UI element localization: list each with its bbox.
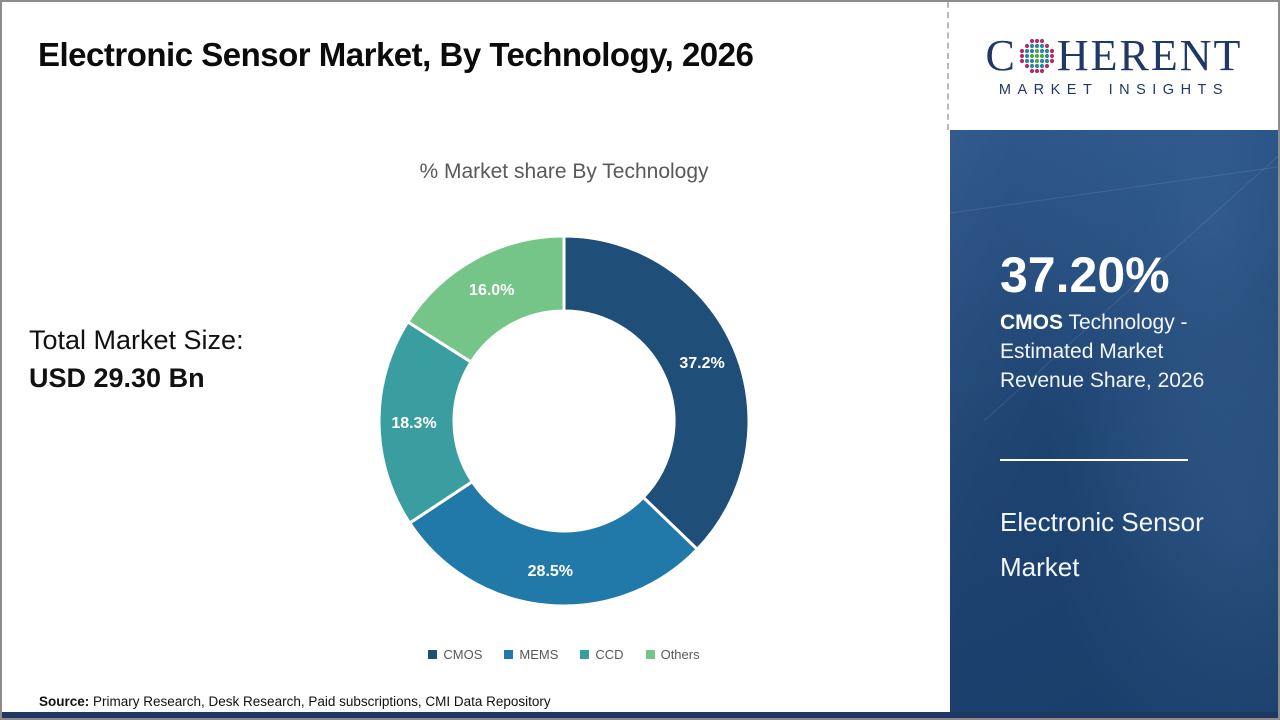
globe-dot: [1024, 63, 1030, 69]
donut-segment-others: [405, 234, 566, 365]
legend-swatch-others: [645, 650, 655, 659]
chart-title: % Market share By Technology: [419, 160, 709, 183]
globe-dot: [1039, 43, 1045, 49]
globe-dot: [1034, 63, 1040, 69]
donut-label-cmos: 37.2%: [679, 355, 724, 372]
globe-dot: [1039, 53, 1045, 59]
map-decor-line: [950, 166, 1278, 215]
globe-dot: [1029, 43, 1035, 49]
donut-label-others: 16.0%: [469, 282, 514, 299]
dashed-divider: [947, 2, 949, 130]
donut-label-mems: 28.5%: [528, 563, 573, 580]
donut-segment-cmos: [562, 234, 751, 552]
donut-chart: 37.2% 28.5% 18.3% 16.0%: [377, 234, 751, 608]
globe-dot: [1039, 68, 1045, 74]
legend-label-mems: MEMS: [519, 647, 559, 662]
sidebar-divider: [1000, 459, 1188, 461]
brand-tagline: MARKET INSIGHTS: [998, 82, 1230, 98]
globe-dot: [1034, 38, 1040, 44]
globe-dot: [1019, 48, 1025, 54]
globe-dot: [1049, 58, 1055, 64]
globe-dot: [1029, 63, 1035, 69]
globe-dot: [1024, 53, 1030, 59]
sidebar-stat-description: CMOS Technology - Estimated Market Reven…: [1000, 308, 1222, 395]
globe-dot: [1029, 68, 1035, 74]
legend-item-ccd: CCD: [580, 647, 624, 662]
source-line: Source: Primary Research, Desk Research,…: [39, 694, 551, 709]
brand-letters-rest: HERENT: [1056, 31, 1243, 80]
globe-dot: [1044, 58, 1050, 64]
donut-label-ccd: 18.3%: [391, 415, 436, 432]
globe-dot: [1029, 48, 1035, 54]
globe-dot: [1029, 38, 1035, 44]
brand-logo: C HERENT MARKET INSIGHTS: [950, 2, 1278, 130]
legend-swatch-ccd: [580, 650, 590, 659]
brand-wordmark: C HERENT: [986, 34, 1243, 78]
globe-dot: [1029, 58, 1035, 64]
legend-label-cmos: CMOS: [443, 647, 483, 662]
globe-dot: [1034, 68, 1040, 74]
sidebar-stat-description-rest: Technology - Estimated Market Revenue Sh…: [1000, 311, 1205, 392]
globe-dot: [1039, 58, 1045, 64]
bottom-accent-bar: [2, 712, 1278, 718]
globe-dot: [1029, 53, 1035, 59]
total-market-size-value: USD 29.30 Bn: [29, 363, 205, 393]
globe-dot: [1039, 63, 1045, 69]
globe-dot: [1044, 48, 1050, 54]
globe-dot: [1044, 63, 1050, 69]
legend-item-mems: MEMS: [504, 647, 558, 662]
globe-dot: [1024, 48, 1030, 54]
globe-dot: [1019, 53, 1025, 59]
legend-swatch-cmos: [428, 650, 438, 659]
source-label: Source:: [39, 694, 90, 709]
page-title: Electronic Sensor Market, By Technology,…: [38, 36, 754, 73]
globe-dot: [1034, 48, 1040, 54]
legend-item-cmos: CMOS: [428, 647, 482, 662]
sidebar-market-name: Electronic Sensor Market: [1000, 507, 1204, 582]
globe-dot: [1024, 58, 1030, 64]
total-market-size-block: Total Market Size: USD 29.30 Bn: [29, 325, 244, 394]
sidebar-stat-description-bold: CMOS: [1000, 311, 1063, 334]
globe-dot: [1044, 53, 1050, 59]
globe-dot: [1044, 43, 1050, 49]
sidebar: 37.20% CMOS Technology - Estimated Marke…: [950, 130, 1278, 712]
source-text: Primary Research, Desk Research, Paid su…: [89, 694, 551, 709]
legend-label-ccd: CCD: [595, 647, 624, 662]
globe-dot: [1034, 53, 1040, 59]
globe-dot: [1039, 38, 1045, 44]
donut-segment-mems: [407, 479, 700, 608]
sidebar-stat-value: 37.20%: [1000, 247, 1170, 303]
globe-dot: [1039, 48, 1045, 54]
globe-dot: [1034, 58, 1040, 64]
legend-item-others: Others: [645, 647, 700, 662]
brand-letter-c: C: [985, 31, 1017, 80]
globe-dot: [1049, 48, 1055, 54]
globe-icon: [1019, 38, 1055, 74]
total-market-size-label: Total Market Size:: [29, 325, 244, 355]
globe-dot: [1019, 58, 1025, 64]
legend-label-others: Others: [660, 647, 700, 662]
globe-dot: [1034, 43, 1040, 49]
chart-legend: CMOS MEMS CCD Others: [344, 647, 784, 662]
globe-dot: [1049, 53, 1055, 59]
globe-dot: [1024, 43, 1030, 49]
legend-swatch-mems: [504, 650, 514, 659]
